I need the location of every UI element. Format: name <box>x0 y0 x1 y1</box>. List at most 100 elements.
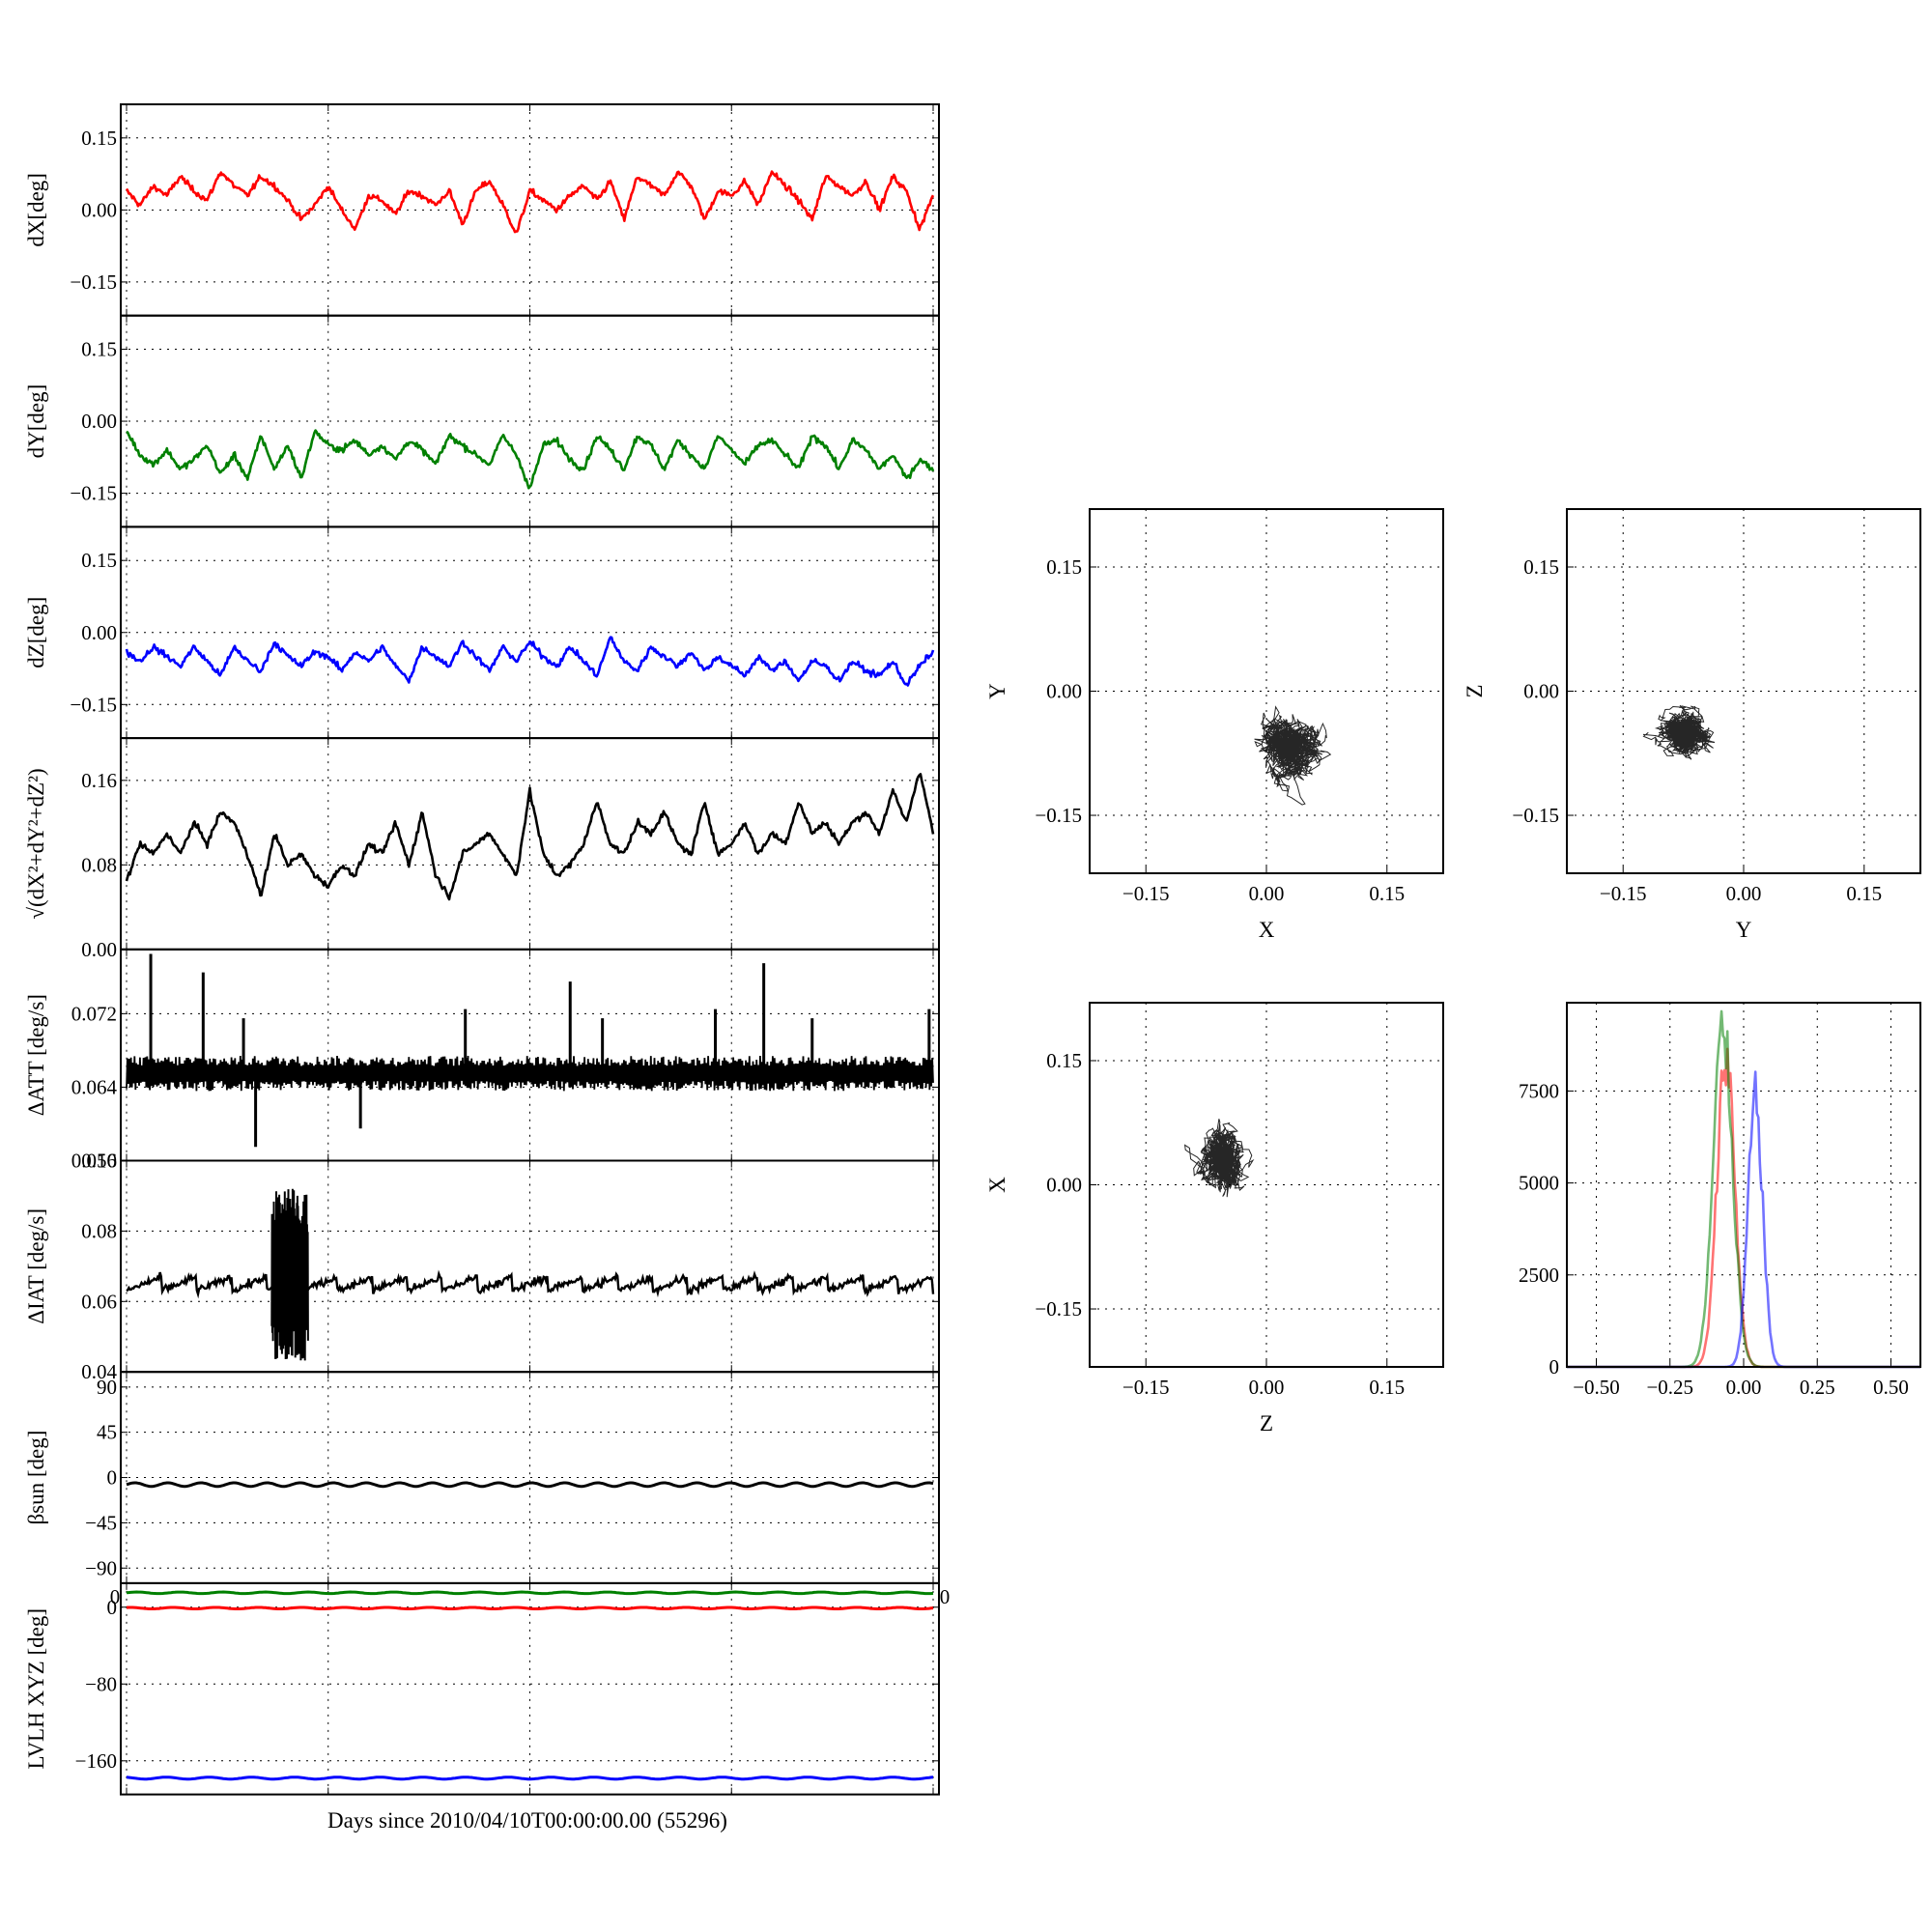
x-tick-label: −0.50 <box>1573 1376 1620 1399</box>
time-series-panel-6: 0.10 0.08 0.06 0.04 ΔIAT [deg/s] <box>24 1150 940 1383</box>
y-tick-label: 0.00 <box>1046 680 1082 703</box>
panel-frame <box>1089 508 1444 874</box>
scatter-trace <box>1183 1119 1255 1198</box>
y-tick-label: 0.00 <box>1046 1174 1082 1197</box>
data-line <box>125 170 935 234</box>
y-tick-label: 0.15 <box>81 127 117 150</box>
x-tick-label: 0.00 <box>1726 882 1762 905</box>
y-tick-label: −80 <box>85 1672 117 1695</box>
time-series-panel-7: 90 45 0 −45 −90 βsun [deg] <box>24 1371 940 1584</box>
y-axis-label: dY[deg] <box>24 384 48 459</box>
y-tick-label: 90 <box>97 1376 117 1399</box>
y-tick-label: 0.08 <box>81 1219 117 1242</box>
time-series-panel-3: 0.15 0.00 −0.15 dZ[deg] <box>24 526 940 740</box>
y-axis-label: LVLH XYZ [deg] <box>24 1608 48 1770</box>
x-tick-label: 0.15 <box>1846 882 1882 905</box>
x-tick-label: −0.15 <box>1600 882 1647 905</box>
y-tick-label: 0.00 <box>81 410 117 433</box>
y-tick-label: 0.15 <box>1523 555 1559 579</box>
y-axis-label: X <box>985 1177 1009 1193</box>
burst <box>270 1188 309 1361</box>
y-tick-label: 0.15 <box>1046 555 1082 579</box>
y-axis-label: Z <box>1463 684 1487 697</box>
x-tick-label: 0.50 <box>1873 1376 1909 1399</box>
y-tick-label: −45 <box>85 1511 117 1534</box>
scatter-panel-zx: −0.15 −0.15 0.00 0.00 0.15 0.15 Z X <box>985 1002 1444 1435</box>
y-axis-label: dX[deg] <box>24 173 48 247</box>
x-tick-label: −0.15 <box>1122 882 1170 905</box>
time-series-panel-4: 0.16 0.08 0.00 √(dX²+dY²+dZ²) <box>24 737 940 961</box>
data-line <box>125 773 935 901</box>
y-tick-label: 0 <box>1549 1355 1560 1378</box>
y-tick-label: −0.15 <box>70 693 117 716</box>
y-tick-label: −0.15 <box>1512 804 1559 827</box>
x-axis-label: X <box>1259 918 1275 942</box>
data-line <box>126 1590 934 1596</box>
y-tick-label: 0.16 <box>81 769 117 792</box>
scatter-trace <box>1254 705 1332 806</box>
x-tick-label: 0.00 <box>1249 1376 1285 1399</box>
y-tick-label: 5000 <box>1519 1172 1559 1195</box>
y-tick-label: 0.056 <box>71 1150 117 1173</box>
y-tick-label: −0.15 <box>1035 1297 1082 1321</box>
y-tick-label: 45 <box>97 1421 117 1444</box>
panel-frame <box>120 1581 940 1796</box>
x-tick-label: 0.00 <box>1249 882 1285 905</box>
x-axis-label: Y <box>1736 918 1752 942</box>
y-tick-label: 0.072 <box>71 1002 117 1025</box>
y-tick-label: 0.08 <box>81 853 117 876</box>
y-axis-label: ΔIAT [deg/s] <box>24 1208 48 1324</box>
y-tick-label: 2500 <box>1519 1264 1559 1287</box>
scatter-trace <box>1642 704 1716 760</box>
y-tick-label: −0.15 <box>1035 804 1082 827</box>
y-tick-label: −0.15 <box>70 482 117 505</box>
y-tick-label: −90 <box>85 1556 117 1579</box>
data-line <box>126 1605 934 1610</box>
y-tick-label: 0.15 <box>81 549 117 572</box>
y-tick-label: 0.15 <box>81 337 117 360</box>
time-series-panel-1: 0.15 0.00 −0.15 dX[deg] <box>24 103 940 317</box>
x-tick-label: 0.15 <box>1369 1376 1405 1399</box>
x-tick-label: 0.15 <box>1369 882 1405 905</box>
x-tick-label: 0 <box>110 1585 121 1608</box>
x-axis-label: Days since 2010/04/10T00:00:00.00 (55296… <box>327 1808 727 1833</box>
y-tick-label: 0.00 <box>81 198 117 221</box>
y-tick-label: 0.00 <box>81 621 117 644</box>
y-tick-label: 0.15 <box>1046 1049 1082 1072</box>
x-tick-label: −0.15 <box>1122 1376 1170 1399</box>
y-axis-label: √(dX²+dY²+dZ²) <box>24 768 48 919</box>
data-line <box>126 1481 934 1489</box>
y-axis-label: ΔATT [deg/s] <box>24 994 48 1116</box>
data-line <box>126 1776 934 1781</box>
histogram-panel: −0.50 −0.25 0.00 0.25 0.50 7500 5000 2500 0 <box>1519 1002 1921 1399</box>
time-series-panel-2: 0.15 0.00 −0.15 dY[deg] <box>24 314 940 528</box>
x-tick-label: −0.25 <box>1646 1376 1693 1399</box>
time-series-panel-5: 0.072 0.064 0.056 ΔATT [deg/s] <box>24 948 940 1173</box>
x-tick-label: 0.00 <box>1726 1376 1762 1399</box>
x-axis-label: Z <box>1260 1411 1273 1435</box>
y-tick-label: 0 <box>107 1596 118 1619</box>
data-line <box>126 1269 935 1299</box>
y-tick-label: 0.064 <box>71 1075 118 1098</box>
scatter-panel-yz: −0.15 −0.15 0.00 0.00 0.15 0.15 Y Z <box>1463 508 1921 942</box>
panel-frame <box>1089 1002 1444 1368</box>
y-tick-label: 0.00 <box>81 938 117 961</box>
data-line <box>126 1055 934 1092</box>
scatter-panel-xy: −0.15 −0.15 0.00 0.00 0.15 0.15 X Y <box>985 508 1444 942</box>
y-tick-label: −160 <box>75 1749 117 1773</box>
x-tick-label: 0 <box>940 1585 951 1608</box>
y-tick-label: 0 <box>107 1466 118 1490</box>
y-tick-label: 0.00 <box>1523 680 1559 703</box>
y-tick-label: −0.15 <box>70 270 117 294</box>
panel-frame <box>1566 508 1921 874</box>
y-tick-label: 7500 <box>1519 1079 1559 1102</box>
y-axis-label: dZ[deg] <box>24 597 48 668</box>
data-line <box>126 429 935 490</box>
panel-frame <box>1566 1002 1921 1368</box>
y-tick-label: 0.10 <box>81 1150 117 1173</box>
y-tick-label: 0.06 <box>81 1290 117 1313</box>
x-tick-label: 0.25 <box>1800 1376 1835 1399</box>
y-tick-label: 0.04 <box>81 1360 117 1383</box>
